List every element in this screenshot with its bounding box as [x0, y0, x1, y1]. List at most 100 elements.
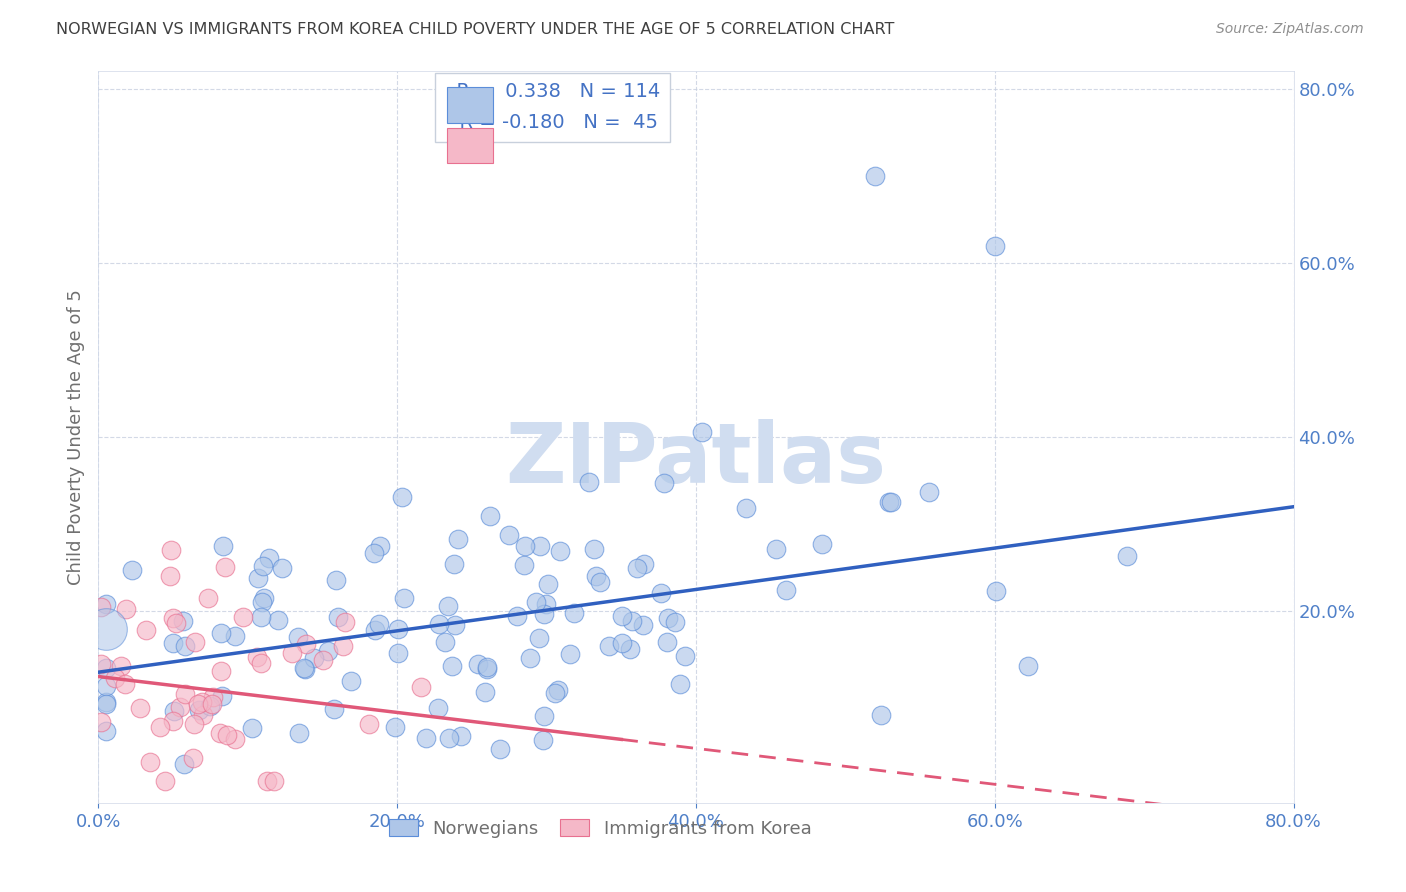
Point: [426, 701, 449, 715]
Point: [326, 609, 349, 624]
Point: [626, 561, 648, 575]
Point: [620, 614, 643, 628]
Point: [198, 699, 221, 714]
Point: [252, 558, 274, 573]
Point: [879, 495, 901, 509]
Point: [441, 659, 464, 673]
Point: [544, 685, 567, 699]
Point: [443, 618, 465, 632]
Point: [162, 714, 184, 728]
Point: [870, 708, 893, 723]
Point: [583, 541, 606, 556]
Point: [585, 569, 607, 583]
Point: [193, 708, 215, 723]
Point: [598, 639, 620, 653]
Point: [524, 595, 547, 609]
Point: [249, 609, 271, 624]
Point: [519, 651, 541, 665]
Point: [450, 729, 472, 743]
Point: [201, 690, 224, 704]
Point: [359, 717, 381, 731]
Point: [657, 611, 679, 625]
Text: NORWEGIAN VS IMMIGRANTS FROM KOREA CHILD POVERTY UNDER THE AGE OF 5 CORRELATION : NORWEGIAN VS IMMIGRANTS FROM KOREA CHILD…: [56, 22, 894, 37]
Point: [90, 600, 112, 615]
Point: [391, 490, 413, 504]
Point: [249, 656, 271, 670]
Point: [165, 615, 187, 630]
Point: [443, 557, 465, 571]
Point: [294, 662, 316, 676]
Point: [735, 500, 758, 515]
Point: [690, 425, 713, 439]
Point: [427, 617, 450, 632]
Point: [775, 582, 797, 597]
Point: [292, 661, 315, 675]
Point: [664, 615, 686, 630]
Point: [247, 571, 270, 585]
Point: [209, 625, 232, 640]
Point: [173, 757, 195, 772]
Legend: Norwegians, Immigrants from Korea: Norwegians, Immigrants from Korea: [382, 812, 818, 845]
FancyBboxPatch shape: [447, 128, 494, 163]
Point: [94, 697, 117, 711]
Point: [311, 652, 333, 666]
Point: [256, 774, 278, 789]
Point: [94, 723, 117, 738]
Point: [498, 528, 520, 542]
Point: [224, 629, 246, 643]
Point: [415, 731, 437, 745]
Point: [917, 485, 939, 500]
Point: [364, 623, 387, 637]
Point: [129, 701, 152, 715]
Point: [668, 677, 690, 691]
Point: [392, 591, 415, 606]
Point: [121, 563, 143, 577]
Point: [612, 636, 634, 650]
Point: [489, 742, 512, 756]
Point: [183, 717, 205, 731]
Point: [325, 573, 347, 587]
Point: [384, 720, 406, 734]
Point: [94, 622, 117, 636]
Point: [232, 610, 254, 624]
Point: [533, 709, 555, 723]
Point: [387, 622, 409, 636]
Point: [214, 560, 236, 574]
Point: [475, 662, 498, 676]
Point: [467, 657, 489, 672]
Point: [578, 475, 600, 490]
Point: [527, 632, 550, 646]
Point: [984, 584, 1007, 599]
Point: [984, 238, 1007, 252]
Point: [240, 721, 263, 735]
Point: [437, 731, 460, 746]
Point: [172, 614, 194, 628]
Point: [159, 569, 181, 583]
Point: [263, 774, 285, 789]
Point: [187, 702, 209, 716]
Point: [270, 561, 292, 575]
Point: [302, 650, 325, 665]
Point: [652, 475, 675, 490]
Point: [537, 577, 560, 591]
Point: [287, 631, 309, 645]
Point: [94, 598, 117, 612]
Point: [257, 551, 280, 566]
Point: [513, 539, 536, 553]
Point: [368, 539, 391, 553]
Point: [478, 508, 501, 523]
Point: [163, 704, 186, 718]
Point: [333, 615, 356, 630]
Text: R =  0.338   N = 114
  R = -0.180   N =  45: R = 0.338 N = 114 R = -0.180 N = 45: [444, 82, 661, 132]
Point: [436, 599, 458, 614]
Point: [209, 664, 232, 678]
Point: [316, 644, 339, 658]
Point: [135, 624, 157, 638]
Point: [619, 642, 641, 657]
Text: ZIPatlas: ZIPatlas: [506, 418, 886, 500]
Point: [114, 677, 136, 691]
Y-axis label: Child Poverty Under the Age of 5: Child Poverty Under the Age of 5: [66, 289, 84, 585]
Point: [650, 585, 672, 599]
Point: [267, 613, 290, 627]
Point: [877, 494, 900, 508]
